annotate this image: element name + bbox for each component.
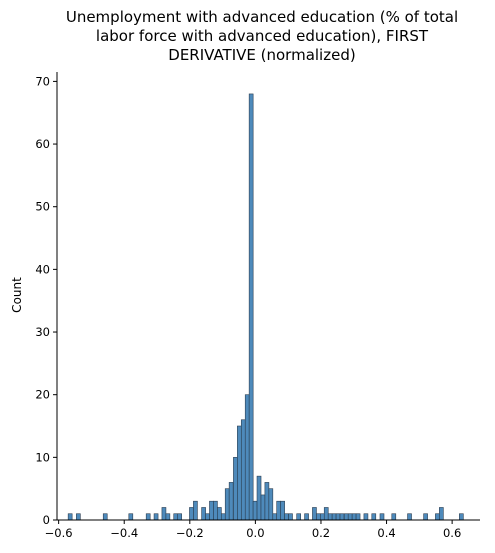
histogram-bar xyxy=(102,513,108,521)
histogram-bar xyxy=(331,513,337,521)
histogram-bar xyxy=(355,513,361,521)
x-ticks: −0.6 −0.4 −0.2 0.0 0.2 0.4 0.6 xyxy=(45,520,461,540)
histogram-bar xyxy=(323,507,329,521)
histogram-bar xyxy=(220,513,226,521)
histogram-bar xyxy=(371,513,377,521)
x-tick-label: 0.2 xyxy=(312,526,330,540)
histogram-bar xyxy=(320,513,325,521)
histogram-bar xyxy=(272,513,278,521)
histogram-bar xyxy=(252,500,258,521)
histogram-bar xyxy=(435,513,440,521)
histogram-bar xyxy=(217,507,222,521)
histogram-bar xyxy=(240,419,246,521)
histogram-bar xyxy=(423,513,428,521)
x-tick-label: −0.4 xyxy=(110,526,138,540)
chart-title-line: DERIVATIVE (normalized) xyxy=(168,46,355,64)
histogram-bar xyxy=(67,513,73,521)
histogram-bar xyxy=(153,513,159,521)
histogram-bar xyxy=(335,513,341,521)
histogram-bar xyxy=(280,500,285,521)
histogram-bar xyxy=(209,500,214,521)
histogram-bar xyxy=(244,394,250,521)
histogram-bar xyxy=(363,513,369,521)
x-tick-label: 0.0 xyxy=(246,526,264,540)
histogram-bar xyxy=(233,457,238,521)
histogram-bar xyxy=(145,513,151,521)
histogram-bar xyxy=(205,513,210,521)
histogram-bar xyxy=(347,513,353,521)
histogram-bar xyxy=(439,507,444,521)
histogram-bar xyxy=(260,494,266,521)
histogram-bar xyxy=(264,482,270,521)
histogram-bar xyxy=(177,513,182,521)
histogram-bar xyxy=(343,513,349,521)
axes-group xyxy=(56,72,480,521)
histogram-bar xyxy=(327,513,333,521)
histogram-bar xyxy=(224,488,230,521)
histogram-bar xyxy=(407,513,412,521)
histogram-bar xyxy=(459,513,464,521)
histogram-bar xyxy=(391,513,397,521)
histogram-bar xyxy=(128,513,134,521)
y-tick-label: 40 xyxy=(35,262,50,276)
y-ticks: 0 10 20 30 40 50 60 70 xyxy=(35,74,57,527)
chart-title: Unemployment with advanced education (% … xyxy=(66,8,458,64)
y-tick-label: 0 xyxy=(43,513,50,527)
chart-title-line: labor force with advanced education), FI… xyxy=(96,27,429,45)
x-tick-label: −0.6 xyxy=(45,526,73,540)
x-tick-label: 0.6 xyxy=(443,526,461,540)
histogram-bar xyxy=(276,500,282,521)
chart-title-line: Unemployment with advanced education (% … xyxy=(66,8,458,26)
x-tick-label: −0.2 xyxy=(176,526,204,540)
histogram-bar xyxy=(165,513,171,521)
histogram-bar xyxy=(339,513,345,521)
y-tick-label: 10 xyxy=(35,450,50,464)
histogram-bar xyxy=(161,507,167,521)
histogram-bar xyxy=(248,93,254,521)
histogram-bar xyxy=(237,425,242,521)
histogram-bar xyxy=(312,507,317,521)
histogram-bar xyxy=(316,513,321,521)
y-tick-label: 50 xyxy=(35,200,50,214)
y-tick-label: 70 xyxy=(35,74,50,88)
histogram-bar xyxy=(288,513,293,521)
histogram-bar xyxy=(76,513,81,521)
x-tick-label: 0.4 xyxy=(377,526,395,540)
histogram-bar xyxy=(351,513,357,521)
histogram-bar xyxy=(296,513,302,521)
histogram-bar xyxy=(213,500,218,521)
y-axis-label: Count xyxy=(10,277,24,313)
histogram-bar xyxy=(284,513,289,521)
histogram-bar xyxy=(256,475,262,521)
y-tick-label: 20 xyxy=(35,388,50,402)
histogram-bar xyxy=(268,488,274,521)
histogram-bar xyxy=(304,513,309,521)
histogram-bar xyxy=(201,507,206,521)
bars-group xyxy=(67,93,464,521)
y-tick-label: 30 xyxy=(35,325,50,339)
histogram-bar xyxy=(379,513,385,521)
histogram-bar xyxy=(193,500,198,521)
y-tick-label: 60 xyxy=(35,137,50,151)
histogram-bar xyxy=(228,482,234,521)
histogram-bar xyxy=(173,513,179,521)
histogram-bar xyxy=(189,507,194,521)
